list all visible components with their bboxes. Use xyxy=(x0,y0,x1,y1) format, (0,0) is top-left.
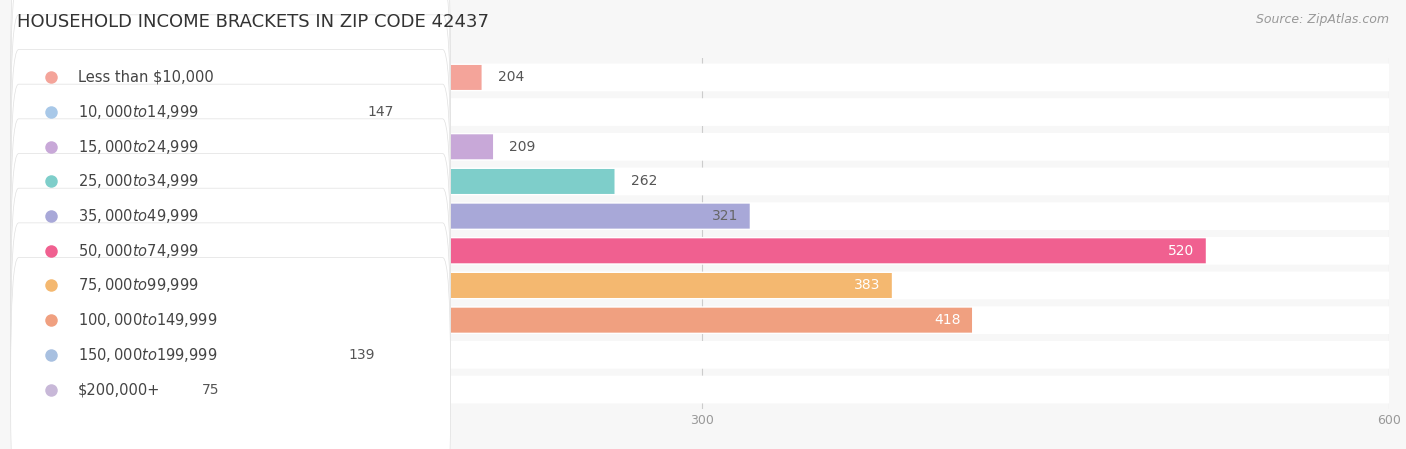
FancyBboxPatch shape xyxy=(11,0,451,244)
Text: 75: 75 xyxy=(202,383,219,396)
FancyBboxPatch shape xyxy=(14,133,1389,161)
FancyBboxPatch shape xyxy=(11,258,451,449)
Text: $200,000+: $200,000+ xyxy=(79,382,160,397)
FancyBboxPatch shape xyxy=(14,342,333,367)
FancyBboxPatch shape xyxy=(11,188,451,449)
Text: $15,000 to $24,999: $15,000 to $24,999 xyxy=(79,138,200,156)
Text: 262: 262 xyxy=(630,175,657,189)
FancyBboxPatch shape xyxy=(11,223,451,449)
Text: $75,000 to $99,999: $75,000 to $99,999 xyxy=(79,277,200,295)
FancyBboxPatch shape xyxy=(14,134,494,159)
FancyBboxPatch shape xyxy=(14,65,482,90)
FancyBboxPatch shape xyxy=(14,273,891,298)
FancyBboxPatch shape xyxy=(14,98,1389,126)
FancyBboxPatch shape xyxy=(11,0,451,209)
Text: Source: ZipAtlas.com: Source: ZipAtlas.com xyxy=(1256,13,1389,26)
Text: 418: 418 xyxy=(934,313,960,327)
FancyBboxPatch shape xyxy=(11,154,451,418)
FancyBboxPatch shape xyxy=(14,237,1389,265)
Text: $100,000 to $149,999: $100,000 to $149,999 xyxy=(79,311,218,329)
FancyBboxPatch shape xyxy=(14,202,1389,230)
FancyBboxPatch shape xyxy=(14,341,1389,369)
Text: 321: 321 xyxy=(711,209,738,223)
FancyBboxPatch shape xyxy=(14,167,1389,195)
Text: $35,000 to $49,999: $35,000 to $49,999 xyxy=(79,207,200,225)
FancyBboxPatch shape xyxy=(14,308,972,333)
FancyBboxPatch shape xyxy=(11,15,451,279)
Text: Less than $10,000: Less than $10,000 xyxy=(79,70,214,85)
Text: 147: 147 xyxy=(367,105,394,119)
FancyBboxPatch shape xyxy=(14,100,352,125)
Text: 383: 383 xyxy=(853,278,880,292)
Text: 139: 139 xyxy=(349,348,375,362)
FancyBboxPatch shape xyxy=(14,376,1389,403)
FancyBboxPatch shape xyxy=(11,49,451,313)
Text: $50,000 to $74,999: $50,000 to $74,999 xyxy=(79,242,200,260)
Text: $10,000 to $14,999: $10,000 to $14,999 xyxy=(79,103,200,121)
Text: HOUSEHOLD INCOME BRACKETS IN ZIP CODE 42437: HOUSEHOLD INCOME BRACKETS IN ZIP CODE 42… xyxy=(17,13,489,31)
FancyBboxPatch shape xyxy=(11,119,451,383)
FancyBboxPatch shape xyxy=(14,64,1389,91)
FancyBboxPatch shape xyxy=(14,306,1389,334)
FancyBboxPatch shape xyxy=(14,377,186,402)
Text: 204: 204 xyxy=(498,70,524,84)
Text: 209: 209 xyxy=(509,140,536,154)
Text: 520: 520 xyxy=(1168,244,1194,258)
FancyBboxPatch shape xyxy=(14,272,1389,299)
FancyBboxPatch shape xyxy=(14,204,749,229)
Text: $25,000 to $34,999: $25,000 to $34,999 xyxy=(79,172,200,190)
FancyBboxPatch shape xyxy=(14,238,1206,263)
FancyBboxPatch shape xyxy=(14,169,614,194)
Text: $150,000 to $199,999: $150,000 to $199,999 xyxy=(79,346,218,364)
FancyBboxPatch shape xyxy=(11,84,451,348)
